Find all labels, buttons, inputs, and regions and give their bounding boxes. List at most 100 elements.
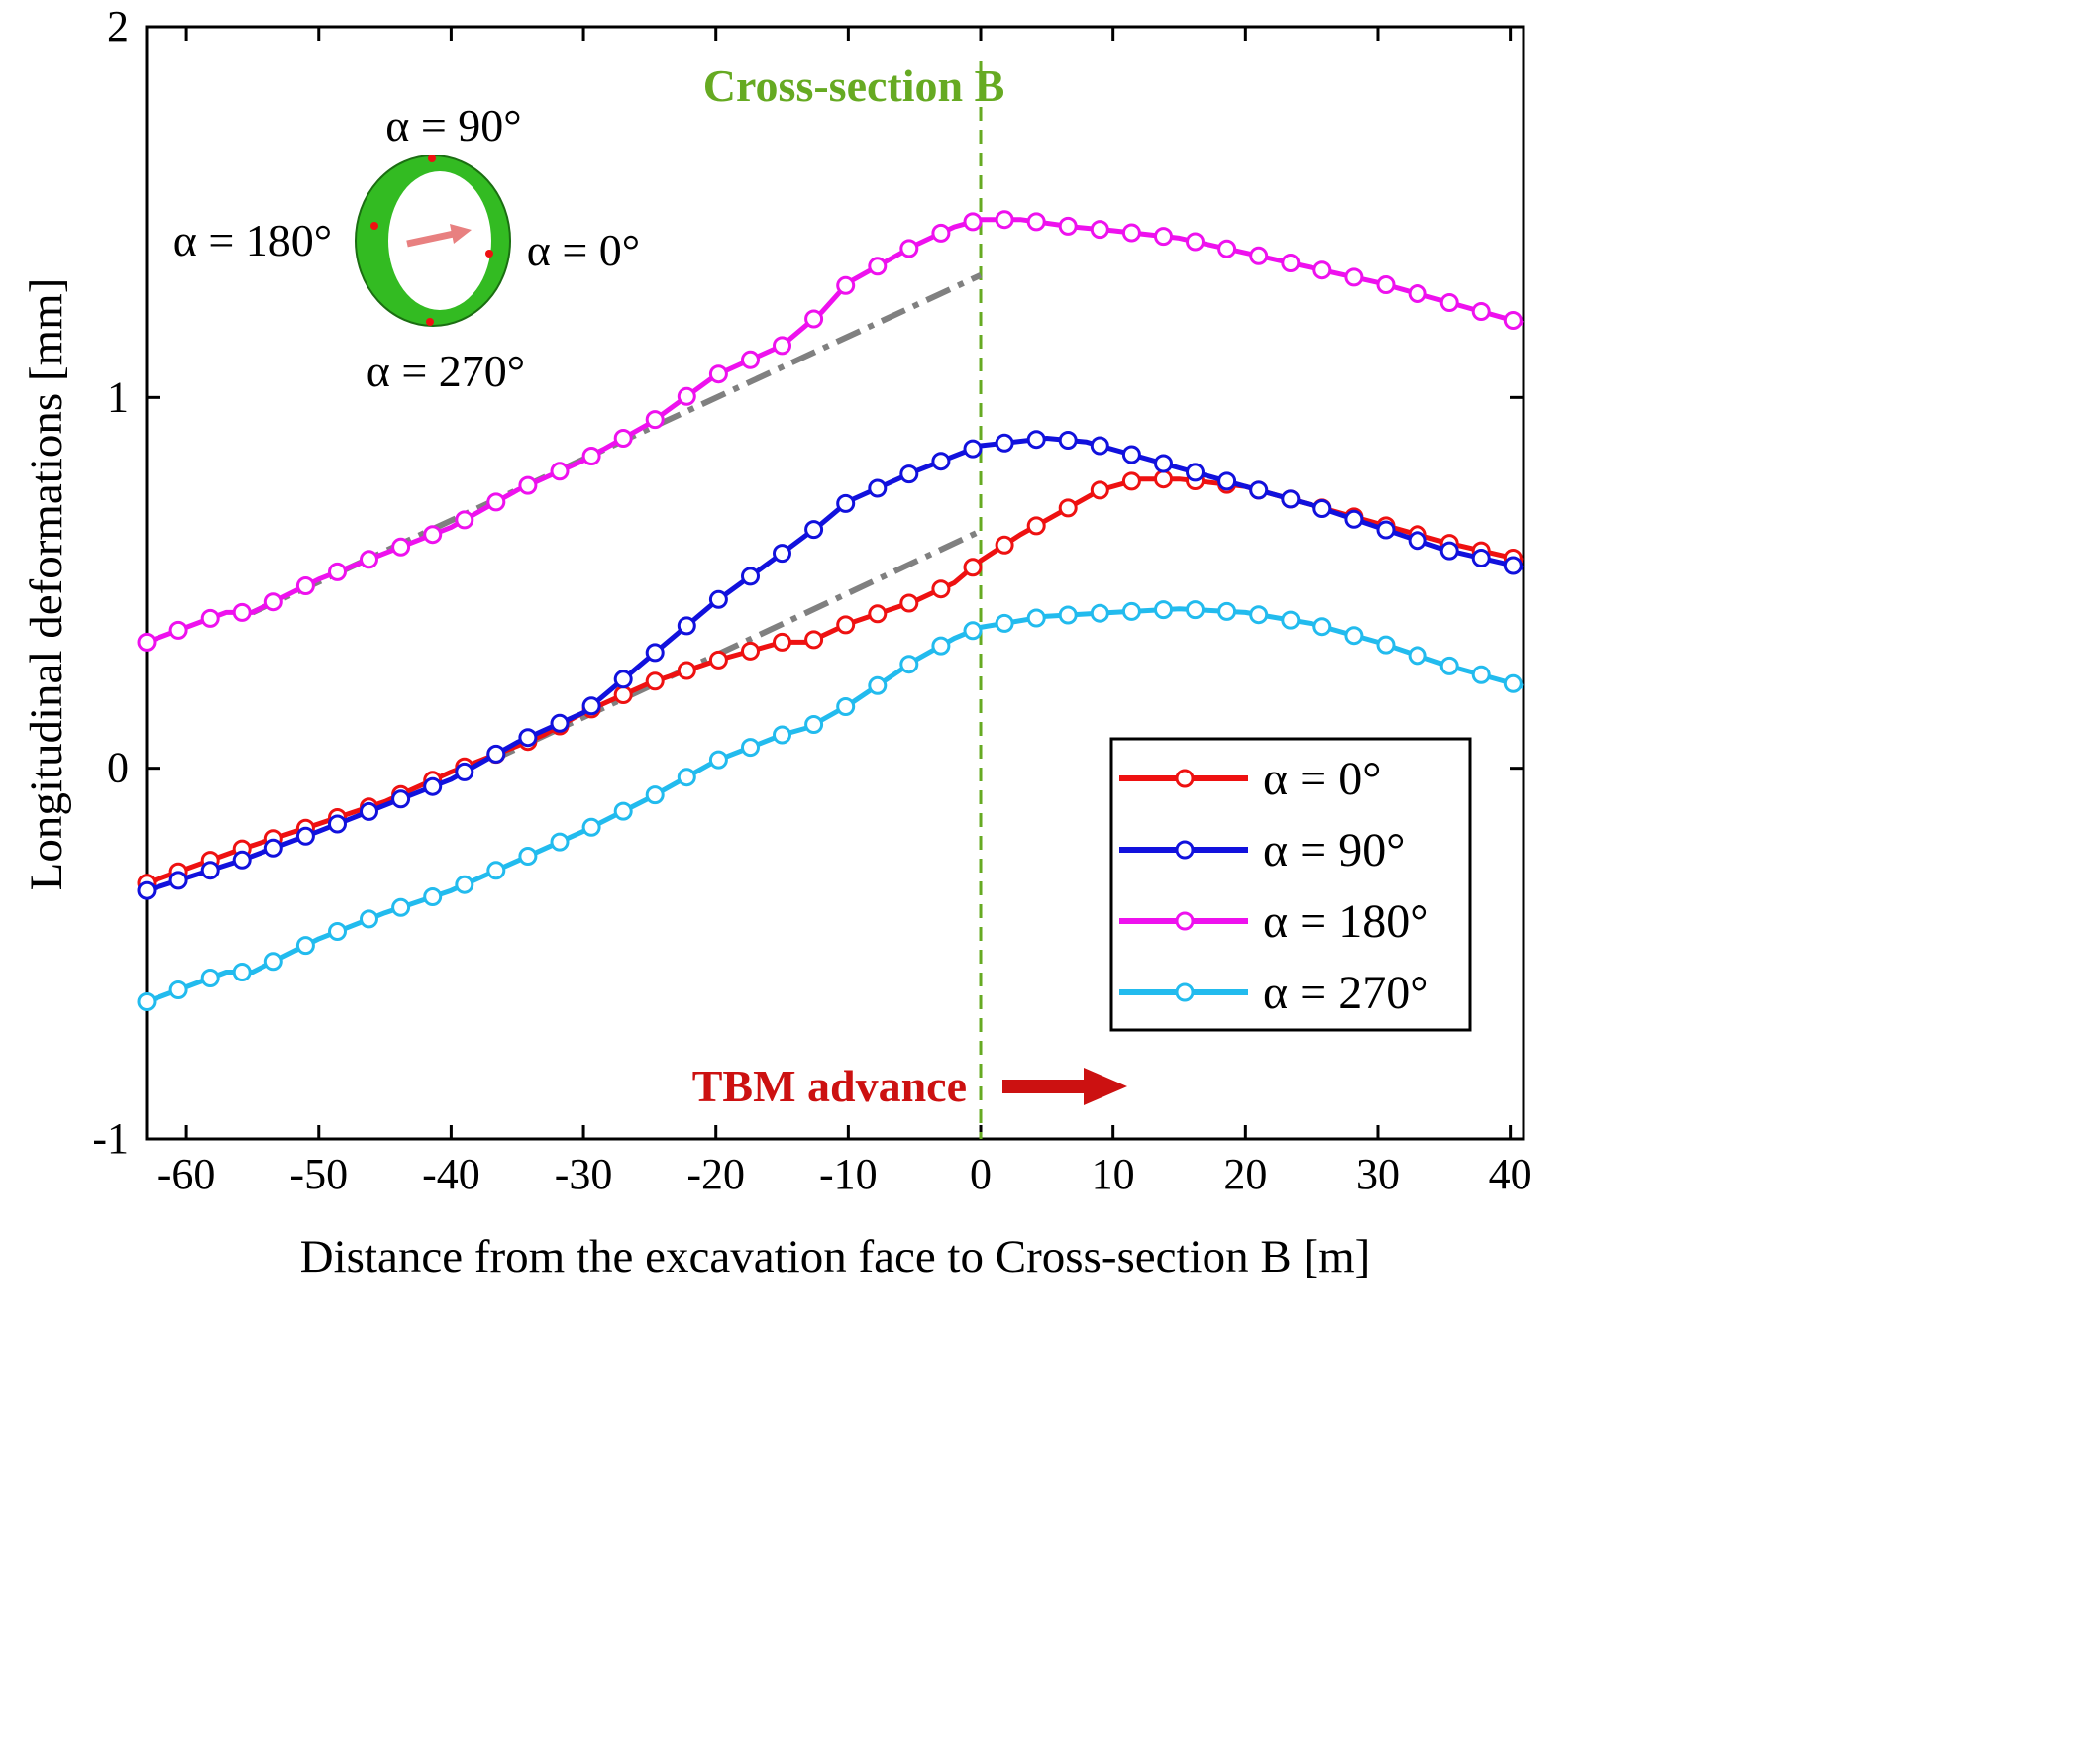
series-marker [1058, 498, 1078, 518]
tbm-advance-annotation: TBM advance [692, 1061, 1127, 1111]
series-marker [1503, 311, 1522, 330]
series-marker [1026, 212, 1046, 232]
inset-ring-diagram: α = 90° α = 180° α = 0° α = 270° [173, 100, 640, 396]
y-tick-labels: -1 0 1 2 [92, 2, 129, 1163]
tbm-arrow-head [1084, 1068, 1127, 1105]
series-marker [1090, 603, 1109, 623]
series-marker [677, 386, 696, 406]
y-tick-label: 0 [107, 744, 129, 792]
series-marker [995, 613, 1014, 633]
series-marker [804, 715, 824, 734]
x-tick-label: 40 [1489, 1150, 1532, 1198]
series-marker [423, 887, 443, 906]
series-marker [232, 602, 252, 622]
series-marker [1186, 600, 1205, 620]
series-marker [836, 275, 856, 295]
series-marker [931, 636, 951, 656]
series-marker [232, 963, 252, 981]
ring-arrow-shaft [406, 230, 455, 248]
series-marker [868, 257, 888, 276]
series-marker [1344, 267, 1364, 287]
y-tick-label: 1 [107, 372, 129, 421]
legend: α = 0° α = 90° α = 180° α = 270° [1109, 737, 1472, 1032]
series-3 [137, 600, 1524, 1011]
series-marker [804, 520, 824, 540]
x-tick-label: -30 [555, 1150, 613, 1198]
series-line [146, 217, 1524, 645]
series-marker [995, 433, 1014, 453]
series-marker [1503, 673, 1522, 693]
series-marker [931, 579, 951, 599]
series-marker [1154, 454, 1173, 473]
series-marker [1439, 293, 1459, 312]
series-marker [423, 776, 443, 796]
series-marker [1408, 531, 1427, 551]
series-marker [391, 789, 411, 809]
series-marker [263, 952, 283, 972]
series-marker [613, 801, 633, 821]
series-marker [1217, 601, 1237, 621]
series-marker [455, 510, 474, 530]
series-marker [1058, 605, 1078, 625]
series-marker [168, 620, 188, 640]
series-marker [773, 544, 791, 564]
x-axis-label: Distance from the excavation face to Cro… [300, 1231, 1371, 1283]
series-marker [708, 589, 728, 609]
legend-marker [1175, 982, 1195, 1002]
series-marker [1058, 431, 1078, 450]
series-marker [1249, 605, 1269, 625]
trend-lower [489, 528, 983, 764]
series-marker [773, 336, 791, 356]
series-marker [677, 768, 696, 787]
series-marker [486, 492, 506, 512]
ring-point-270 [426, 318, 434, 326]
series-marker [963, 212, 983, 232]
series-marker [645, 643, 665, 663]
series-marker [677, 661, 696, 680]
series-marker [328, 562, 347, 581]
series-marker [295, 826, 315, 846]
series-marker [708, 750, 728, 770]
series-marker [773, 632, 791, 652]
series-marker [708, 364, 728, 384]
ring-arrow-head [450, 224, 472, 244]
x-tick-label: -40 [422, 1150, 480, 1198]
series-marker [836, 697, 856, 716]
series-marker [137, 632, 157, 652]
series-marker [868, 478, 888, 498]
inset-label-0: α = 0° [527, 225, 640, 275]
series-marker [550, 832, 570, 852]
series-marker [1217, 471, 1237, 491]
series-marker [518, 475, 538, 495]
series-marker [1026, 516, 1046, 536]
ring-point-90 [428, 155, 436, 162]
series-marker [581, 696, 601, 716]
series-marker [391, 897, 411, 917]
series-marker [1186, 232, 1205, 252]
series-marker [1026, 608, 1046, 628]
series-marker [1217, 239, 1237, 258]
series-marker [1471, 665, 1491, 684]
series-marker [741, 350, 760, 369]
x-tick-label: -50 [289, 1150, 348, 1198]
plot-frame [145, 25, 1525, 1141]
series-marker [1154, 600, 1173, 620]
series-marker [295, 936, 315, 956]
inset-label-90: α = 90° [385, 100, 521, 151]
series-marker [1186, 463, 1205, 482]
series-marker [899, 464, 919, 484]
series-marker [1281, 489, 1301, 509]
series-marker [486, 861, 506, 880]
series-marker [613, 429, 633, 448]
y-tick-label: -1 [92, 1114, 129, 1163]
series-marker [1121, 601, 1141, 621]
x-tick-labels: -60 -50 -40 -30 -20 -10 0 10 20 30 40 [158, 1150, 1532, 1198]
series-marker [360, 550, 378, 569]
series-marker [899, 239, 919, 258]
series-marker [1154, 469, 1173, 489]
series-marker [868, 604, 888, 624]
legend-box [1109, 737, 1472, 1032]
series-marker [963, 558, 983, 577]
series-marker [1376, 275, 1396, 294]
